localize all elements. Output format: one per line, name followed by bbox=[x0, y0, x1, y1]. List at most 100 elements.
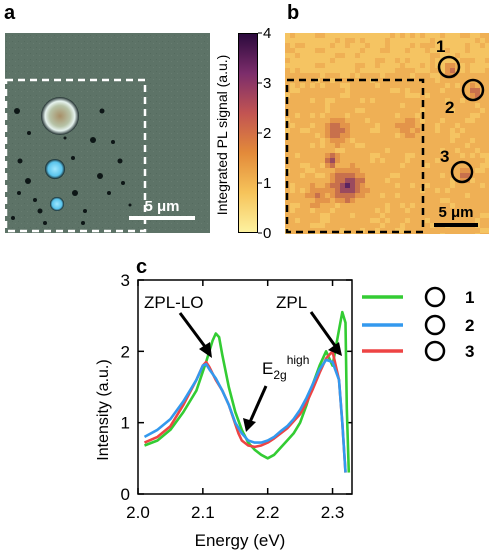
pl-pixel bbox=[465, 168, 470, 173]
pl-pixel bbox=[365, 143, 370, 148]
pl-pixel bbox=[370, 178, 375, 183]
pl-pixel bbox=[405, 43, 410, 48]
pl-pixel bbox=[325, 143, 330, 148]
pl-pixel bbox=[430, 233, 435, 234]
pl-pixel bbox=[320, 123, 325, 128]
pl-pixel bbox=[435, 68, 440, 73]
pl-pixel bbox=[375, 128, 380, 133]
pl-pixel bbox=[320, 218, 325, 223]
pl-pixel bbox=[345, 123, 350, 128]
pl-pixel bbox=[460, 38, 465, 43]
pl-pixel bbox=[400, 188, 405, 193]
pl-pixel bbox=[425, 228, 430, 233]
pl-pixel bbox=[480, 63, 485, 68]
pl-pixel bbox=[405, 103, 410, 108]
pl-pixel bbox=[355, 38, 360, 43]
pl-pixel bbox=[365, 208, 370, 213]
pl-pixel bbox=[480, 213, 485, 218]
pl-pixel bbox=[395, 148, 400, 153]
pl-pixel bbox=[445, 33, 450, 38]
pl-pixel bbox=[415, 153, 420, 158]
pl-pixel bbox=[430, 223, 435, 228]
pl-pixel bbox=[330, 148, 335, 153]
legend-marker-2 bbox=[424, 314, 446, 336]
pl-pixel bbox=[320, 113, 325, 118]
pl-pixel bbox=[440, 123, 445, 128]
pl-pixel bbox=[420, 213, 425, 218]
pl-pixel bbox=[460, 168, 465, 173]
pl-pixel bbox=[290, 158, 295, 163]
pl-pixel bbox=[405, 233, 410, 234]
pl-pixel bbox=[350, 218, 355, 223]
pl-pixel bbox=[340, 33, 345, 38]
pl-pixel bbox=[445, 148, 450, 153]
pl-pixel bbox=[415, 198, 420, 203]
pl-pixel bbox=[390, 58, 395, 63]
pl-pixel bbox=[290, 68, 295, 73]
pl-pixel bbox=[355, 213, 360, 218]
pl-pixel bbox=[325, 98, 330, 103]
pl-pixel bbox=[295, 33, 300, 38]
pl-pixel bbox=[315, 48, 320, 53]
pl-pixel bbox=[465, 68, 470, 73]
pl-pixel bbox=[330, 68, 335, 73]
pl-pixel bbox=[415, 193, 420, 198]
pl-pixel bbox=[445, 88, 450, 93]
pl-pixel bbox=[290, 98, 295, 103]
pl-pixel bbox=[385, 113, 390, 118]
pl-pixel bbox=[335, 98, 340, 103]
pl-pixel bbox=[420, 118, 425, 123]
pl-pixel bbox=[340, 53, 345, 58]
pl-pixel bbox=[400, 173, 405, 178]
pl-pixel bbox=[360, 188, 365, 193]
pl-pixel bbox=[440, 88, 445, 93]
pl-pixel bbox=[465, 123, 470, 128]
pl-pixel bbox=[345, 198, 350, 203]
pl-pixel bbox=[350, 123, 355, 128]
pl-pixel bbox=[405, 83, 410, 88]
pl-pixel bbox=[330, 33, 335, 38]
pl-pixel bbox=[315, 128, 320, 133]
pl-pixel bbox=[340, 148, 345, 153]
pl-pixel bbox=[475, 88, 480, 93]
pl-pixel bbox=[305, 58, 310, 63]
pl-pixel bbox=[290, 58, 295, 63]
pl-pixel bbox=[295, 88, 300, 93]
pl-pixel bbox=[480, 143, 485, 148]
pl-pixel bbox=[370, 163, 375, 168]
pl-pixel bbox=[365, 93, 370, 98]
pl-pixel bbox=[310, 208, 315, 213]
pl-pixel bbox=[475, 43, 480, 48]
pl-pixel bbox=[415, 203, 420, 208]
pl-pixel bbox=[390, 163, 395, 168]
pl-pixel bbox=[405, 223, 410, 228]
pl-pixel bbox=[485, 138, 489, 143]
pl-pixel bbox=[405, 33, 410, 38]
pl-pixel bbox=[470, 213, 475, 218]
pl-pixel bbox=[300, 148, 305, 153]
pl-pixel bbox=[415, 168, 420, 173]
pl-pixel bbox=[430, 38, 435, 43]
pl-pixel bbox=[465, 188, 470, 193]
pl-pixel bbox=[340, 43, 345, 48]
pl-pixel bbox=[425, 218, 430, 223]
pl-pixel bbox=[460, 43, 465, 48]
pl-pixel bbox=[295, 78, 300, 83]
pl-pixel bbox=[410, 218, 415, 223]
pl-pixel bbox=[370, 213, 375, 218]
pl-pixel bbox=[285, 223, 290, 228]
pl-pixel bbox=[455, 128, 460, 133]
pl-pixel bbox=[405, 203, 410, 208]
pl-pixel bbox=[440, 98, 445, 103]
pl-pixel bbox=[310, 168, 315, 173]
pl-pixel bbox=[290, 138, 295, 143]
pl-pixel bbox=[485, 153, 489, 158]
pl-pixel bbox=[390, 68, 395, 73]
pl-pixel bbox=[405, 88, 410, 93]
pl-pixel bbox=[455, 168, 460, 173]
pl-pixel bbox=[340, 38, 345, 43]
pl-pixel bbox=[355, 183, 360, 188]
pl-pixel bbox=[290, 178, 295, 183]
pl-pixel bbox=[470, 123, 475, 128]
